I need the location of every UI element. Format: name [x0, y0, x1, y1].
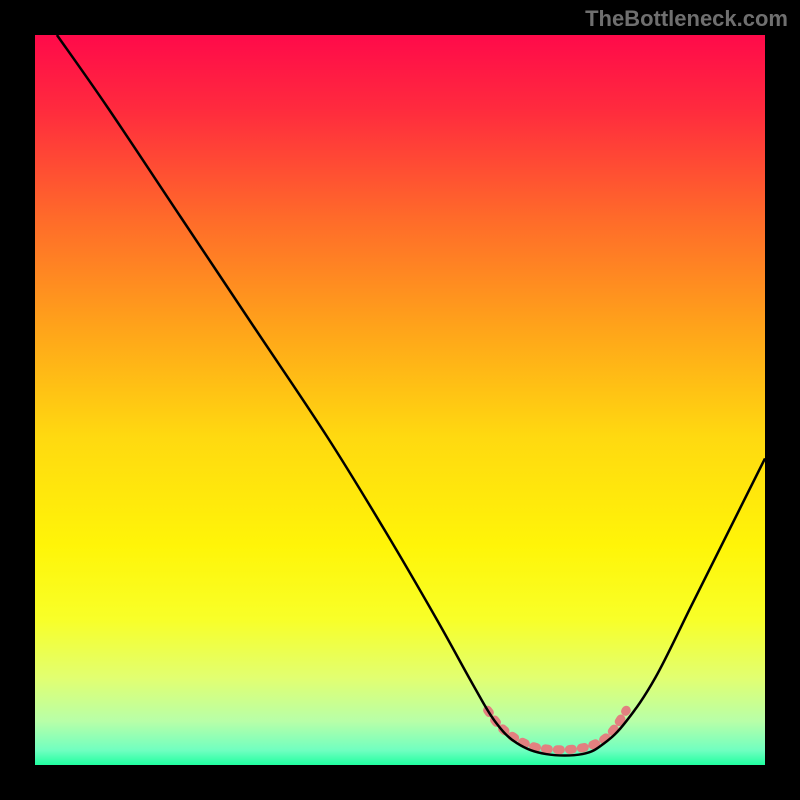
watermark-label: TheBottleneck.com [585, 6, 788, 32]
bottleneck-chart [0, 0, 800, 800]
gradient-plot-area [35, 35, 765, 765]
chart-container: TheBottleneck.com [0, 0, 800, 800]
